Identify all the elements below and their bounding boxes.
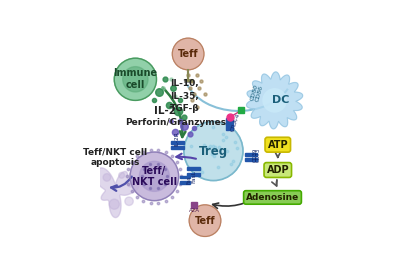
Text: CTLA-4: CTLA-4: [230, 113, 242, 132]
Bar: [187, 167, 200, 170]
Text: A2A: A2A: [188, 208, 200, 213]
Text: Adenosine: Adenosine: [246, 193, 299, 202]
Circle shape: [128, 180, 134, 187]
Bar: [230, 118, 233, 130]
Circle shape: [184, 121, 243, 181]
Text: ATP: ATP: [268, 140, 288, 150]
Bar: [226, 118, 229, 130]
Circle shape: [109, 199, 119, 209]
Polygon shape: [246, 72, 303, 129]
Circle shape: [189, 205, 221, 236]
Text: CD39: CD39: [253, 148, 258, 162]
Text: Teff/NKT cell
apoptosis: Teff/NKT cell apoptosis: [83, 147, 147, 167]
Text: Treg: Treg: [199, 144, 228, 158]
Circle shape: [123, 67, 148, 92]
Bar: [180, 181, 190, 184]
Bar: [180, 176, 190, 178]
Circle shape: [103, 174, 111, 181]
Text: Perforin/Granzymes: Perforin/Granzymes: [125, 118, 226, 127]
Bar: [245, 153, 257, 156]
Bar: [245, 158, 257, 161]
Text: FasL: FasL: [192, 170, 196, 183]
Polygon shape: [97, 168, 139, 218]
Bar: [171, 146, 184, 149]
Circle shape: [130, 152, 179, 201]
Bar: [171, 141, 184, 144]
Text: IL-10,
IL-35,
TGF-β: IL-10, IL-35, TGF-β: [170, 79, 200, 113]
Text: Fas: Fas: [187, 175, 192, 184]
Circle shape: [114, 58, 156, 100]
Text: Teff/
NKT cell: Teff/ NKT cell: [132, 165, 177, 187]
Text: IL-2: IL-2: [154, 106, 176, 116]
Circle shape: [119, 172, 125, 178]
Text: CD73: CD73: [256, 148, 261, 162]
Bar: [191, 202, 196, 209]
Circle shape: [139, 161, 170, 192]
Text: IL-2R: IL-2R: [174, 131, 180, 146]
Circle shape: [263, 89, 286, 112]
Text: Teff: Teff: [195, 216, 215, 226]
Circle shape: [125, 197, 133, 206]
Text: Immune
cell: Immune cell: [113, 68, 158, 90]
Text: Teff: Teff: [178, 49, 198, 59]
Circle shape: [172, 38, 204, 70]
Text: DC: DC: [272, 95, 290, 105]
Bar: [187, 173, 200, 176]
Text: CD80
CD86: CD80 CD86: [249, 83, 264, 103]
Text: ADP: ADP: [266, 165, 289, 175]
